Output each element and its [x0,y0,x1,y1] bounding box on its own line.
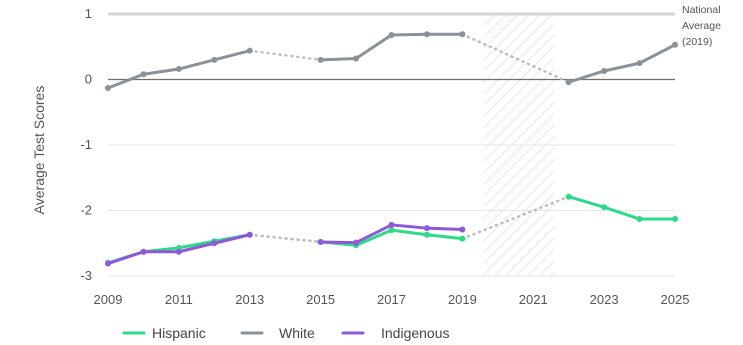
indigenous-point-2012[interactable] [211,240,218,247]
white-point-2023[interactable] [601,67,608,74]
y-axis-label: Average Test Scores [31,86,47,215]
legend-item-indigenous[interactable]: Indigenous [341,325,450,341]
y-tick-label-3: -2 [80,203,92,218]
x-tick-label-6: 2021 [519,292,548,307]
x-tick-label-0: 2009 [94,292,123,307]
white-point-2016[interactable] [353,55,360,62]
x-tick-label-8: 2025 [661,292,690,307]
white-point-2010[interactable] [140,71,147,78]
indigenous-point-2018[interactable] [423,225,430,232]
white-point-2018[interactable] [423,31,430,38]
legend-item-hispanic[interactable]: Hispanic [122,325,206,341]
legend-label-indigenous: Indigenous [381,325,450,341]
indigenous-point-2011[interactable] [175,248,182,255]
hispanic-point-2023[interactable] [601,204,608,211]
x-tick-label-5: 2019 [448,292,477,307]
reference-line-label-3: (2019) [682,36,712,48]
white-point-2011[interactable] [175,66,182,73]
hispanic-point-2024[interactable] [636,216,643,223]
y-tick-label-4: -3 [80,268,92,283]
indigenous-point-2017[interactable] [388,221,395,228]
reference-line-label: National Average (2019) [682,4,724,48]
series-indigenous [105,221,466,267]
white-point-2025[interactable] [672,41,678,48]
reference-line-label-1: National [682,4,721,16]
y-tick-label-0: 1 [85,6,92,21]
hispanic-point-2017[interactable] [388,227,395,234]
reference-line-label-2: Average [682,20,721,32]
x-tick-label-2: 2013 [235,292,264,307]
x-tick-label-7: 2023 [590,292,619,307]
indigenous-point-2010[interactable] [140,248,147,255]
x-tick-label-3: 2015 [306,292,335,307]
white-point-2009[interactable] [105,85,111,92]
indigenous-point-2009[interactable] [105,260,111,267]
white-gap-connector-0 [248,49,322,62]
series-white [105,31,678,92]
white-point-2024[interactable] [636,60,643,67]
white-point-2015[interactable] [317,56,324,63]
series-hispanic [105,193,678,266]
legend-label-hispanic: Hispanic [152,325,206,341]
hispanic-point-2019[interactable] [459,235,466,242]
white-gap-connector-1 [461,33,570,84]
white-point-2017[interactable] [388,31,395,38]
x-tick-label-1: 2011 [165,292,193,307]
white-point-2019[interactable] [459,31,466,38]
hispanic-point-2025[interactable] [672,216,678,223]
indigenous-point-2016[interactable] [353,239,360,246]
legend: Hispanic White Indigenous [122,325,450,341]
hispanic-gap-connector-1 [461,195,570,240]
white-line-2 [567,43,677,84]
white-point-2012[interactable] [211,56,218,63]
hispanic-point-2018[interactable] [423,231,430,238]
legend-label-white: White [279,325,315,341]
white-point-2013[interactable] [246,47,253,54]
indigenous-gap-connector-0 [248,233,322,244]
white-line-1 [319,32,464,62]
legend-item-white[interactable]: White [240,325,315,341]
indigenous-point-2015[interactable] [317,238,324,245]
indigenous-point-2013[interactable] [246,231,253,238]
indigenous-point-2019[interactable] [459,226,466,233]
y-tick-label-1: 0 [85,72,92,87]
y-tick-label-2: -1 [80,137,92,152]
x-tick-label-4: 2017 [377,292,406,307]
hispanic-point-2022[interactable] [565,193,572,200]
hispanic-line-2 [567,195,677,221]
white-point-2022[interactable] [565,79,572,86]
